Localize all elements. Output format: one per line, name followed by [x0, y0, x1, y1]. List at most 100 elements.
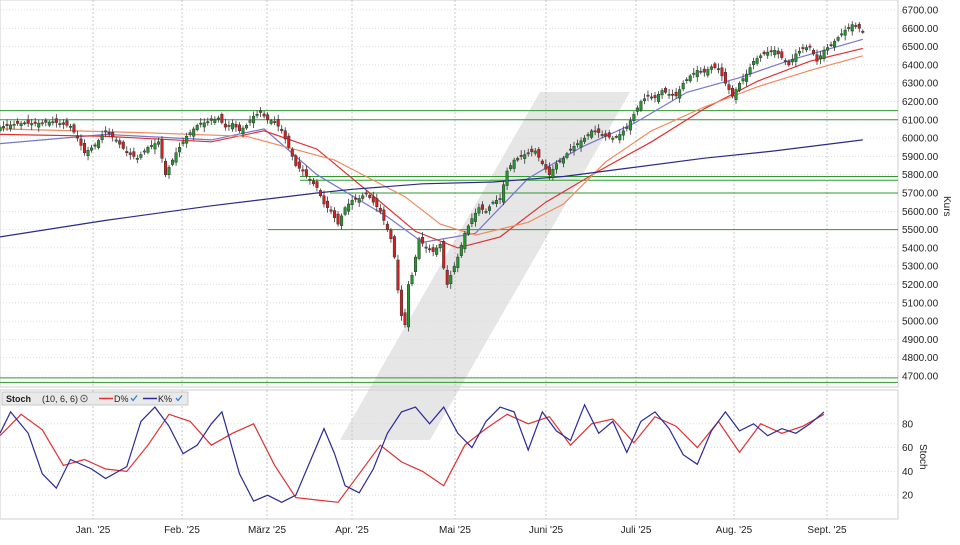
stoch-legend[interactable]: Stoch (10, 6, 6) D% K% — [1, 391, 189, 406]
candle — [382, 206, 386, 226]
candle — [378, 204, 382, 215]
candle — [794, 49, 798, 67]
candle — [730, 85, 735, 99]
candle — [776, 47, 780, 59]
legend-d-label: D% — [114, 394, 129, 404]
candle — [90, 144, 94, 153]
candle — [752, 57, 756, 70]
candle — [142, 148, 146, 155]
candle — [139, 151, 143, 160]
candle — [544, 159, 548, 173]
candle — [428, 244, 432, 253]
candle — [762, 50, 766, 56]
candle — [459, 242, 463, 258]
candle — [540, 159, 544, 166]
candle — [709, 64, 713, 74]
candle — [716, 63, 720, 74]
stoch-y-ticks: 20 40 60 80 — [902, 419, 914, 501]
candle — [269, 118, 273, 126]
candle — [354, 194, 358, 203]
candle — [463, 230, 467, 253]
candle — [801, 44, 805, 54]
candle — [787, 59, 791, 67]
y-tick-label: 5200.00 — [902, 280, 939, 291]
legend-d-check-icon[interactable] — [130, 395, 138, 402]
stoch-y-tick-label: 80 — [902, 419, 914, 430]
candle — [685, 77, 689, 84]
candle — [836, 35, 840, 43]
y-tick-label: 5100.00 — [902, 298, 939, 309]
stoch-series-line — [0, 403, 825, 503]
candle — [607, 129, 611, 140]
candle — [311, 177, 315, 187]
y-tick-label: 6000.00 — [902, 134, 939, 145]
candle — [586, 132, 590, 140]
moving-average-line — [0, 55, 863, 236]
candle — [100, 130, 104, 144]
candle — [590, 128, 594, 140]
candle — [79, 134, 83, 151]
moving-averages — [0, 38, 863, 249]
candle — [611, 135, 615, 143]
candle — [244, 123, 249, 130]
candle — [23, 120, 27, 126]
candle — [86, 146, 90, 161]
candle — [61, 119, 65, 129]
y-tick-label: 4800.00 — [902, 353, 939, 364]
candle — [128, 148, 132, 160]
stoch-grid — [0, 389, 899, 520]
candle — [223, 118, 227, 131]
candle — [93, 142, 97, 150]
candle — [40, 119, 44, 127]
candle — [121, 140, 125, 151]
stoch-series-line — [0, 413, 825, 503]
main-y-ticks: 4700.00 4800.00 4900.00 5000.00 5100.00 5200.… — [902, 6, 939, 383]
candle — [185, 132, 189, 148]
candle — [618, 129, 622, 144]
candle — [153, 139, 157, 155]
y-tick-label: 5600.00 — [902, 207, 939, 218]
candle — [738, 81, 742, 93]
candle — [280, 125, 284, 134]
candle — [780, 48, 784, 60]
candle — [667, 89, 671, 99]
candle — [833, 38, 837, 51]
candle — [537, 147, 541, 162]
candle — [410, 272, 414, 287]
candle — [350, 195, 354, 210]
candle — [449, 270, 453, 289]
candle — [220, 112, 224, 125]
x-tick-label: Mai '25 — [439, 525, 471, 536]
candle — [621, 126, 625, 141]
candle — [199, 117, 203, 128]
candle — [438, 241, 442, 252]
candle — [146, 145, 150, 155]
candle — [252, 111, 256, 129]
candle — [276, 114, 280, 132]
candle — [414, 254, 418, 276]
candle — [773, 46, 777, 58]
candle — [82, 139, 87, 156]
stoch-y-tick-label: 60 — [902, 443, 914, 454]
candle — [163, 158, 168, 178]
settings-icon[interactable] — [80, 394, 88, 403]
candle — [234, 120, 238, 132]
candle — [111, 128, 115, 142]
candle — [533, 147, 537, 156]
candle — [97, 138, 101, 150]
legend-k-check-icon[interactable] — [175, 395, 183, 402]
legend-title: Stoch — [6, 394, 31, 404]
candle — [505, 167, 509, 191]
stoch-lines — [0, 403, 825, 503]
candle — [375, 193, 379, 212]
candle — [44, 118, 48, 127]
candle — [653, 91, 657, 103]
candle — [396, 254, 400, 294]
stoch-panel-frame — [0, 389, 899, 520]
watermark-shape — [340, 92, 630, 440]
candle — [12, 120, 16, 130]
candle — [723, 68, 727, 87]
candle — [206, 117, 210, 126]
legend-k-label: K% — [158, 394, 172, 404]
candle — [178, 142, 182, 158]
